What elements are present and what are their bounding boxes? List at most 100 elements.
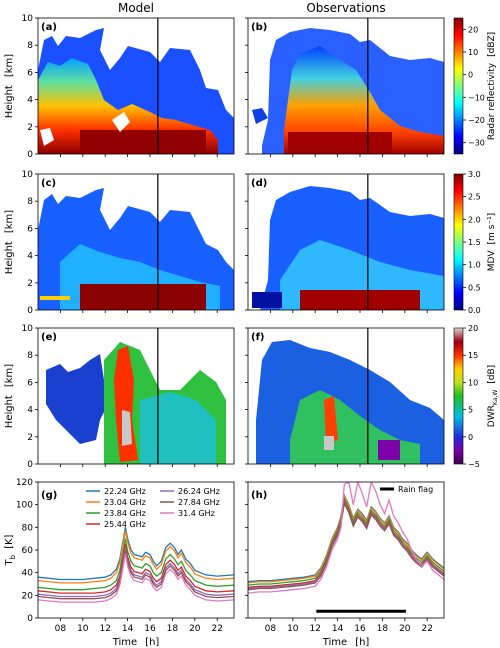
colorbar-tick-label-0-2: 0 (468, 71, 473, 80)
legend-rain-flag: Rain flag (380, 485, 433, 494)
panel-f-frame (247, 327, 445, 465)
panel-h (248, 482, 444, 613)
series-line-h-3 (248, 496, 444, 586)
panel-label-e: (e) (41, 332, 57, 343)
ytick-label-g-40: 40 (22, 569, 34, 579)
colorbar-tick-label-2-2: 10 (468, 378, 478, 387)
xtick-label-g-20: 20 (189, 624, 201, 634)
panel-label-d: (d) (251, 178, 267, 189)
xtick-label-h-8: 08 (265, 624, 277, 634)
ytick-label-a-6: 6 (27, 68, 33, 78)
xlabel-time-g: Time [h] (112, 637, 160, 648)
xtick-label-h-12: 12 (309, 624, 320, 634)
colorbar-tick-label-1-3: 1.5 (468, 238, 481, 247)
colorbar-tick-label-0-5: −30 (468, 139, 485, 148)
xtick-label-g-12: 12 (99, 624, 110, 634)
legend-label-ch5: 26.24 GHz (178, 487, 220, 496)
panel-a-frame (37, 17, 235, 155)
ytick-label-c-4: 4 (27, 252, 33, 262)
legend-label-ch7: 31.4 GHz (178, 509, 215, 518)
colorbar-tick-label-2-4: 0 (468, 433, 473, 442)
ytick-label-e-10: 10 (22, 324, 34, 334)
ytick-label-e-8: 8 (27, 351, 33, 361)
obs-mdv-low-blue (252, 292, 282, 308)
ytick-label-e-4: 4 (27, 406, 33, 416)
model-dwr-low (46, 354, 110, 444)
panel-label-b: (b) (251, 22, 267, 33)
model-dwr-teal (140, 392, 216, 464)
xtick-label-g-14: 14 (122, 624, 134, 634)
column-title-observations: Observations (306, 1, 385, 15)
colorbar-dwr (453, 327, 464, 465)
model-rain-block (80, 130, 206, 154)
ylabel-height-a: Height[km] (4, 54, 15, 118)
colorbar-tick-label-2-3: 5 (468, 406, 473, 415)
panel-g (38, 527, 234, 603)
legend-channels: 22.24 GHz 23.04 GHz 23.84 GHz 25.44 GHz … (86, 487, 220, 529)
series-line-h-6 (248, 501, 444, 591)
ytick-label-a-4: 4 (27, 96, 33, 106)
ylabel-tb: Tb[K] (4, 534, 17, 566)
colorbar-reflectivity (453, 17, 464, 155)
model-dwr-hot (114, 346, 138, 462)
model-dwr-sat (122, 410, 132, 446)
column-title-model: Model (118, 1, 154, 15)
colorbar-tick-label-0-3: −10 (468, 93, 485, 102)
legend-label-ch1: 22.24 GHz (104, 487, 146, 496)
ytick-label-a-2: 2 (27, 123, 33, 133)
colorbar-tick-label-1-4: 1.0 (468, 261, 481, 270)
obs-dwr-purple (378, 440, 400, 460)
panel-e (46, 342, 226, 464)
colorbar-tick-label-1-1: 2.5 (468, 193, 481, 202)
panel-label-f: (f) (251, 332, 265, 343)
legend-label-ch2: 23.04 GHz (104, 498, 146, 507)
legend-label-ch6: 27.84 GHz (178, 498, 220, 507)
ytick-label-g-20: 20 (22, 591, 34, 601)
ylabel-height-c: Height[km] (4, 210, 15, 274)
xtick-label-h-14: 14 (332, 624, 344, 634)
panel-d (252, 186, 444, 310)
ytick-label-a-10: 10 (22, 14, 34, 24)
panel-a (38, 28, 234, 154)
model-mdv-rain (80, 284, 206, 310)
xtick-label-h-18: 18 (377, 624, 389, 634)
obs-rain-block (288, 132, 392, 154)
obs-cloud-core (284, 46, 444, 154)
panel-d-frame (247, 173, 445, 311)
panel-c (38, 188, 234, 310)
panel-label-a: (a) (41, 22, 57, 33)
obs-dwr-grey (324, 436, 334, 450)
colorbar-tick-label-0-1: 10 (468, 48, 478, 57)
xtick-label-g-10: 10 (77, 624, 89, 634)
colorbar-tick-label-1-6: 0.0 (468, 306, 481, 315)
series-line-h-7 (248, 482, 444, 594)
xtick-label-h-10: 10 (287, 624, 299, 634)
panel-label-g: (g) (41, 490, 57, 501)
colorbar-title-reflectivity: Radar reflectivity[dBZ] (487, 32, 497, 140)
ytick-label-g-100: 100 (16, 501, 33, 511)
series-line-h-4 (248, 499, 444, 589)
xtick-label-h-20: 20 (399, 624, 411, 634)
xlabel-time-h: Time [h] (322, 637, 370, 648)
ytick-label-a-0: 0 (27, 150, 33, 160)
panel-e-frame (37, 327, 235, 465)
series-line-h-2 (248, 494, 444, 584)
colorbar-tick-label-1-2: 2.0 (468, 215, 481, 224)
legend-label-ch4: 25.44 GHz (104, 520, 146, 529)
ytick-label-e-0: 0 (27, 460, 33, 470)
colorbar-mdv (453, 173, 464, 311)
panel-label-h: (h) (251, 490, 267, 501)
ytick-label-e-2: 2 (27, 433, 33, 443)
xtick-label-g-18: 18 (167, 624, 179, 634)
colorbar-tick-label-2-5: −5 (468, 460, 480, 469)
colorbar-tick-label-2-1: 15 (468, 351, 478, 360)
colorbar-tick-label-2-0: 20 (468, 324, 478, 333)
obs-clear-left (248, 18, 262, 154)
series-line-g-1 (38, 527, 234, 581)
series-line-h-5 (248, 500, 444, 590)
ytick-label-e-6: 6 (27, 378, 33, 388)
panel-label-c: (c) (41, 178, 56, 189)
model-mdv-edge (40, 296, 70, 300)
ytick-label-g-80: 80 (22, 523, 34, 533)
